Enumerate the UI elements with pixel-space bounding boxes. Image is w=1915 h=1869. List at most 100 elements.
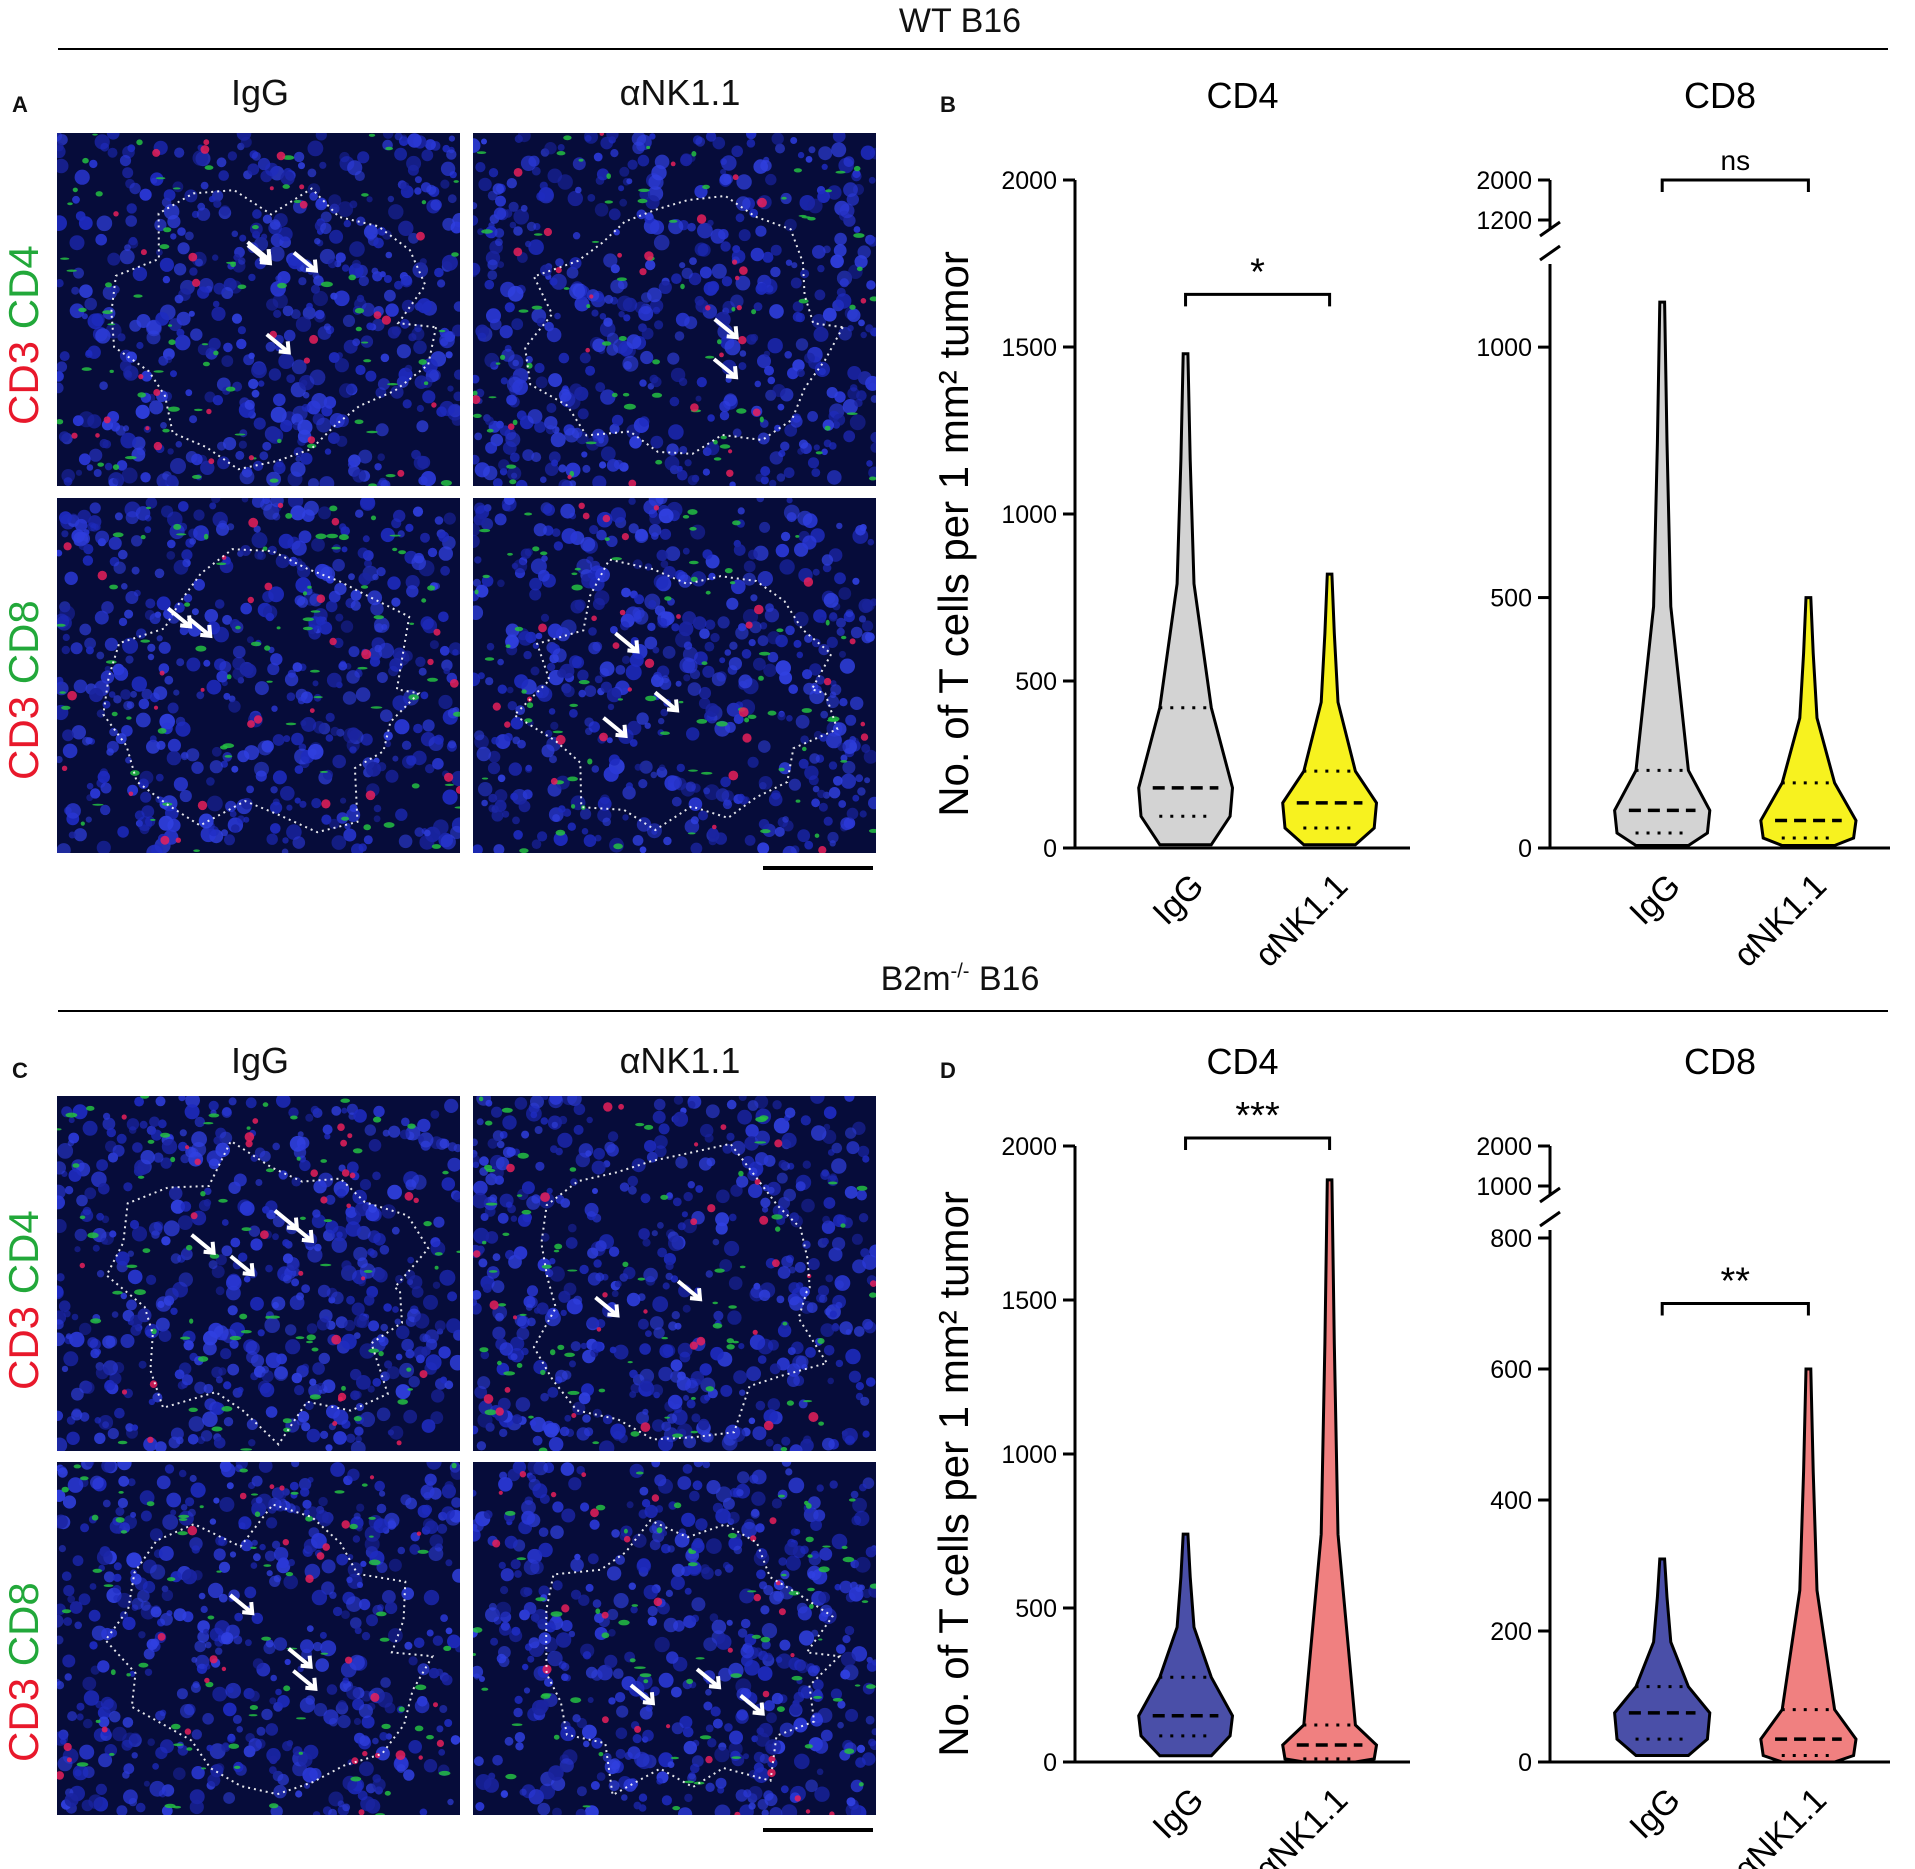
chart-title: CD8 — [1684, 1041, 1756, 1082]
violin-body — [1615, 302, 1710, 845]
y-tick-label: 200 — [1490, 1618, 1532, 1646]
axis-break-mark — [1540, 246, 1560, 260]
row-label-c2-cd8: CD8 — [0, 1582, 47, 1666]
violin-ank — [1283, 574, 1377, 845]
y-tick-label: 800 — [1490, 1225, 1532, 1253]
micrograph-svg — [473, 1096, 876, 1451]
micrograph-c-ank-cd4 — [473, 1096, 876, 1451]
y-tick-label: 1500 — [1001, 1287, 1057, 1315]
row-label-c2-cd3: CD3 — [0, 1678, 47, 1762]
axis-break-mark — [1540, 1212, 1560, 1226]
violin-igg — [1139, 354, 1233, 845]
col-title-ank-a: αNK1.1 — [555, 72, 805, 114]
violin-igg — [1615, 302, 1710, 845]
panel-letter-c: C — [12, 1058, 28, 1084]
micrograph-svg — [57, 498, 460, 853]
x-tick-label: IgG — [1622, 1781, 1688, 1847]
y-tick-label: 500 — [1015, 668, 1057, 696]
row-label-c1-cd3: CD3 — [0, 1306, 47, 1390]
micrograph-svg — [57, 1096, 460, 1451]
x-tick-label: IgG — [1146, 867, 1212, 933]
row-label-a2-cd8: CD8 — [0, 600, 47, 684]
violin-ank — [1761, 1369, 1856, 1762]
row-label-c1: CD3 CD4 — [0, 1210, 48, 1390]
violin-body — [1761, 598, 1856, 846]
micrograph-svg — [473, 1462, 876, 1815]
significance-bracket — [1662, 180, 1808, 192]
row-label-c1-cd4: CD4 — [0, 1210, 47, 1294]
section-title-b2m-sup: -/- — [951, 961, 970, 983]
chart-title: CD8 — [1684, 75, 1756, 116]
row-label-a1: CD3 CD4 — [0, 245, 48, 425]
row-label-c2: CD3 CD8 — [0, 1582, 48, 1762]
y-tick-label: 0 — [1518, 835, 1532, 863]
x-tick-label: IgG — [1622, 867, 1688, 933]
y-tick-label: 500 — [1015, 1595, 1057, 1623]
y-axis-label: No. of T cells per 1 mm² tumor — [930, 1191, 977, 1757]
violin-body — [1761, 1369, 1856, 1762]
significance-label: * — [1250, 251, 1265, 293]
micrograph-a-ank-cd4 — [473, 133, 876, 486]
row-label-a2: CD3 CD8 — [0, 600, 48, 780]
micrograph-a-igg-cd8 — [57, 498, 460, 853]
significance-label: ** — [1721, 1261, 1751, 1303]
section-title-b2m-tail: B16 — [969, 960, 1039, 998]
micrograph-a-igg-cd4 — [57, 133, 460, 486]
violin-body — [1139, 1534, 1233, 1756]
col-title-ank-c: αNK1.1 — [555, 1040, 805, 1082]
micrograph-svg — [57, 1462, 460, 1815]
significance-bracket — [1662, 1304, 1808, 1316]
section-title-b2m: B2m-/- B16 — [790, 960, 1130, 999]
y-tick-label: 2000 — [1001, 167, 1057, 195]
micrograph-a-ank-cd8 — [473, 498, 876, 853]
y-tick-label: 2000 — [1476, 167, 1532, 195]
micrograph-c-ank-cd8 — [473, 1462, 876, 1815]
y-tick-label: 0 — [1043, 1749, 1057, 1777]
section-title-wt: WT B16 — [790, 2, 1130, 41]
section-title-b2m-main: B2m — [881, 960, 951, 998]
significance-bracket — [1186, 294, 1330, 306]
y-tick-label: 400 — [1490, 1487, 1532, 1515]
section-divider-b2m — [58, 1010, 1888, 1012]
y-tick-label: 1000 — [1476, 1173, 1532, 1201]
y-tick-label: 1500 — [1001, 334, 1057, 362]
chart-title: CD4 — [1206, 75, 1278, 116]
violin-body — [1139, 354, 1233, 845]
significance-bracket — [1186, 1138, 1330, 1150]
micrograph-c-igg-cd4 — [57, 1096, 460, 1451]
y-tick-label: 2000 — [1001, 1133, 1057, 1161]
scale-bar-c — [763, 1828, 873, 1832]
y-tick-label: 2000 — [1476, 1133, 1532, 1161]
violin-igg — [1615, 1559, 1710, 1756]
x-tick-label: IgG — [1146, 1781, 1212, 1847]
y-tick-label: 0 — [1043, 835, 1057, 863]
x-tick-label: αNK1.1 — [1248, 867, 1356, 975]
y-tick-label: 500 — [1490, 585, 1532, 613]
row-label-a1-cd4: CD4 — [0, 245, 47, 329]
violin-ank — [1283, 1180, 1377, 1762]
x-tick-label: αNK1.1 — [1726, 867, 1834, 975]
col-title-igg-a: IgG — [160, 72, 360, 114]
micrograph-c-igg-cd8 — [57, 1462, 460, 1815]
y-tick-label: 1000 — [1001, 1441, 1057, 1469]
x-tick-label: αNK1.1 — [1248, 1781, 1356, 1869]
micrograph-svg — [57, 133, 460, 486]
micrograph-svg — [473, 498, 876, 853]
violin-ank — [1761, 598, 1856, 846]
micrograph-svg — [473, 133, 876, 486]
col-title-igg-c: IgG — [160, 1040, 360, 1082]
x-tick-label: αNK1.1 — [1726, 1781, 1834, 1869]
violin-body — [1283, 1180, 1377, 1762]
panel-letter-a: A — [12, 92, 28, 118]
significance-label: ns — [1721, 145, 1751, 176]
violin-body — [1615, 1559, 1710, 1756]
y-tick-label: 1000 — [1001, 501, 1057, 529]
section-divider-wt — [58, 48, 1888, 50]
scale-bar-a — [763, 866, 873, 870]
